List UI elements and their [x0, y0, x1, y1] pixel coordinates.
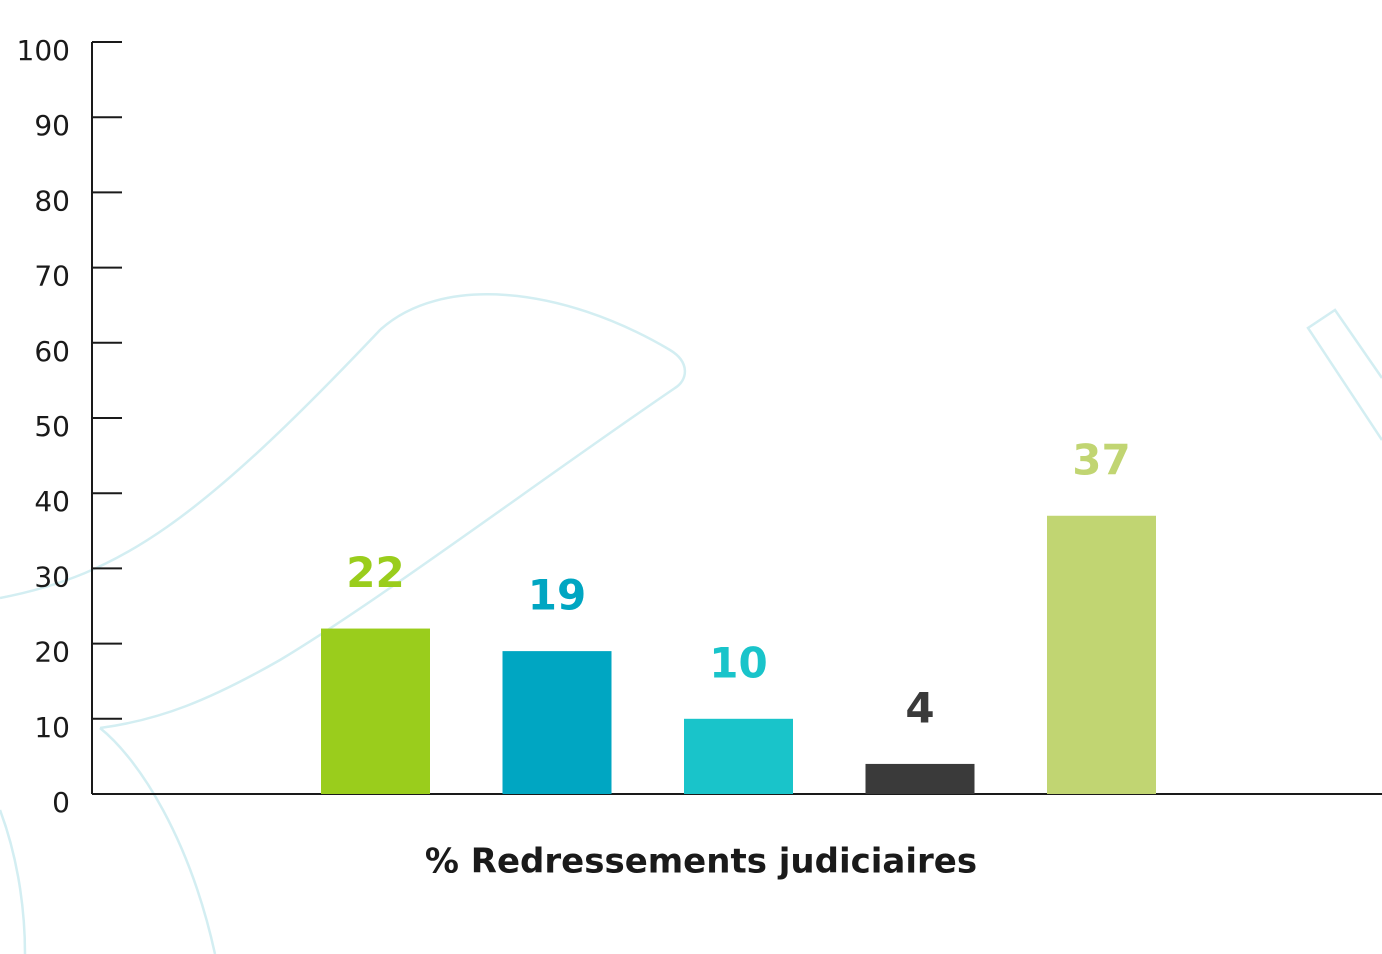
background-decoration — [0, 293, 1382, 954]
value-label: 19 — [528, 571, 586, 620]
y-tick-label: 90 — [34, 109, 70, 142]
y-tick-label: 70 — [34, 260, 70, 293]
bar — [321, 628, 430, 794]
y-tick-label: 100 — [17, 34, 70, 67]
y-tick-label: 40 — [34, 485, 70, 518]
value-label: 37 — [1072, 435, 1130, 484]
y-tick-label: 60 — [34, 335, 70, 368]
bar — [502, 651, 612, 794]
y-tick-label: 50 — [34, 410, 70, 443]
bar — [1047, 515, 1156, 794]
y-tick-label: 10 — [34, 711, 70, 744]
y-tick-label: 20 — [34, 636, 70, 669]
y-tick-label: 0 — [52, 786, 70, 819]
bar — [684, 718, 793, 794]
decor-curve — [0, 809, 27, 954]
value-label: 10 — [709, 638, 767, 687]
value-label: 4 — [905, 683, 934, 732]
bar — [865, 763, 975, 794]
x-axis-label: % Redressements judiciaires — [425, 842, 977, 882]
value-label: 22 — [346, 548, 404, 597]
y-tick-label: 80 — [34, 184, 70, 217]
y-tick-label: 30 — [34, 560, 70, 593]
decor-curve — [0, 293, 687, 730]
decor-curve — [99, 727, 217, 954]
decor-curve — [1306, 308, 1382, 441]
